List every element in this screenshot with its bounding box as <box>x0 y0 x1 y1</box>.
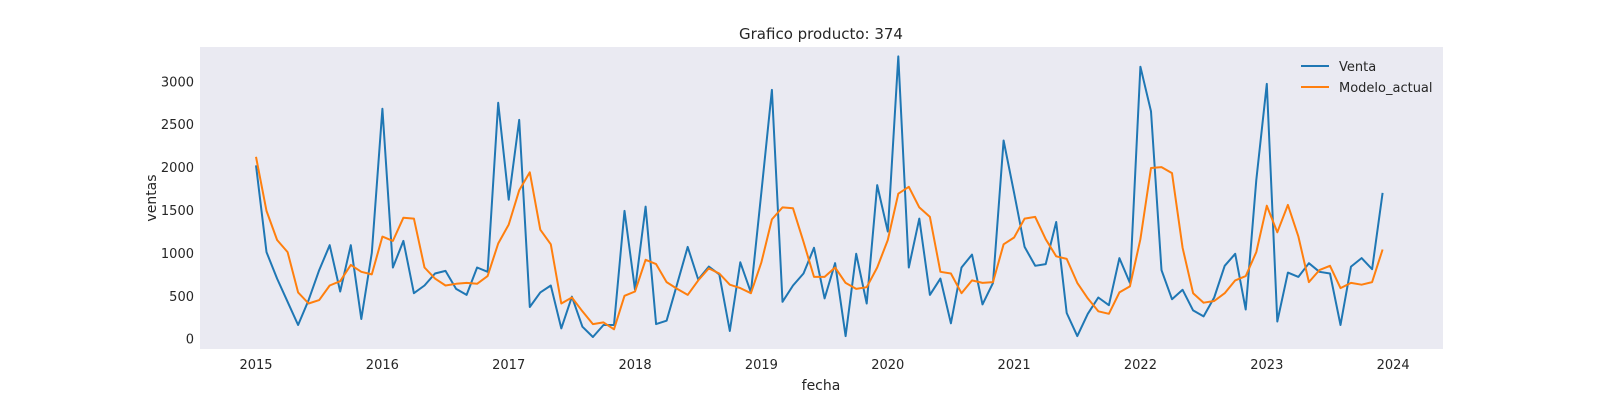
y-axis: 0 500 1000 1500 2000 2500 3000 <box>161 75 194 347</box>
y-tick-label: 0 <box>186 333 194 348</box>
x-tick-label: 2020 <box>871 358 904 373</box>
y-tick-label: 1000 <box>161 247 194 262</box>
x-tick-label: 2024 <box>1377 358 1410 373</box>
series-layer <box>255 55 1384 338</box>
x-tick-label: 2018 <box>619 358 652 373</box>
series-line-modelo-actual <box>255 156 1384 331</box>
series-line-venta <box>255 55 1384 338</box>
x-tick-label: 2022 <box>1124 358 1157 373</box>
x-tick-label: 2017 <box>492 358 525 373</box>
y-axis-label: ventas <box>144 174 160 221</box>
chart-title: Grafico producto: 374 <box>739 25 903 43</box>
legend-label: Modelo_actual <box>1339 81 1433 96</box>
x-axis-label: fecha <box>802 378 841 394</box>
y-tick-label: 2000 <box>161 161 194 176</box>
x-axis: 2015 2016 2017 2018 2019 2020 2021 2022 2023 2024 <box>239 358 1409 373</box>
x-tick-label: 2021 <box>998 358 1031 373</box>
x-tick-label: 2016 <box>366 358 399 373</box>
x-tick-label: 2019 <box>745 358 778 373</box>
x-tick-label: 2023 <box>1250 358 1283 373</box>
x-tick-label: 2015 <box>239 358 272 373</box>
y-tick-label: 500 <box>169 290 194 305</box>
y-tick-label: 3000 <box>161 75 194 90</box>
legend-label: Venta <box>1339 60 1376 75</box>
plot-area <box>200 47 1443 349</box>
y-tick-label: 2500 <box>161 118 194 133</box>
y-tick-label: 1500 <box>161 204 194 219</box>
legend: Venta Modelo_actual <box>1301 60 1433 96</box>
